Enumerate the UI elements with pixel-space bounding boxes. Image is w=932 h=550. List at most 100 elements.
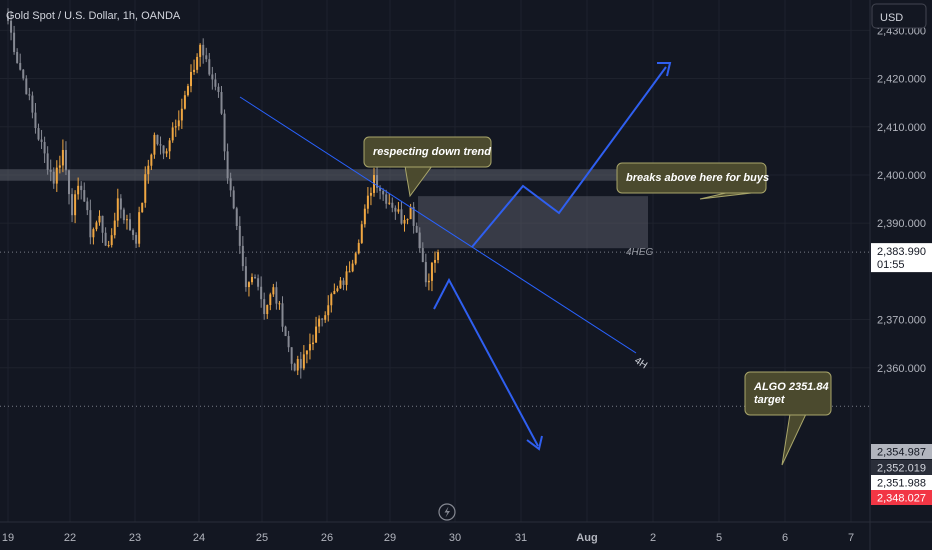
candle-body <box>318 318 321 327</box>
candle-body <box>25 78 28 95</box>
candle-body <box>202 44 205 56</box>
candle-body <box>174 126 177 128</box>
candle-body <box>183 95 186 109</box>
y-tick-label: 2,420.000 <box>877 74 926 86</box>
candle-body <box>296 359 299 371</box>
candle-body <box>138 212 141 244</box>
candle-body <box>360 224 363 243</box>
candle-body <box>196 56 199 70</box>
candle-body <box>31 95 34 113</box>
candle-body <box>125 219 128 221</box>
candle-body <box>379 187 382 191</box>
candle-body <box>437 252 440 261</box>
candle-body <box>58 165 61 168</box>
candle-body <box>156 134 159 145</box>
candle-body <box>110 235 113 246</box>
drawings-layer: DCM4HEG4H <box>0 62 870 451</box>
candle-body <box>217 86 220 92</box>
candle-body <box>74 194 77 216</box>
candle-body <box>430 262 433 281</box>
candle-body <box>101 215 104 233</box>
candle-body <box>299 359 302 369</box>
candle-body <box>366 195 369 209</box>
candle-body <box>226 151 229 179</box>
currency-label: USD <box>880 12 903 24</box>
candle-body <box>235 208 238 227</box>
y-tick-label: 2,360.000 <box>877 363 926 375</box>
candle-body <box>190 71 192 87</box>
x-tick-label: Aug <box>576 532 597 544</box>
candle-body <box>388 202 391 204</box>
candle-body <box>409 206 412 220</box>
candle-body <box>89 210 92 238</box>
candle-body <box>165 151 168 154</box>
supply-zone-upper <box>0 169 648 181</box>
candle-body <box>302 354 305 369</box>
candle-body <box>339 280 342 289</box>
candle-body <box>275 287 278 304</box>
candle-body <box>34 112 37 129</box>
x-tick-label: 30 <box>449 532 461 544</box>
candle-body <box>186 86 189 96</box>
candle-body <box>37 128 40 140</box>
candle-body <box>177 120 180 127</box>
candle-body <box>251 276 253 283</box>
candle-body <box>107 245 110 247</box>
candle-body <box>266 305 269 315</box>
candle-body <box>7 16 9 21</box>
candle-body <box>68 170 70 195</box>
candle-body <box>83 190 86 202</box>
candle-body <box>327 305 330 316</box>
candle-body <box>92 229 95 238</box>
fourheg-label: 4HEG <box>626 247 653 258</box>
candle-body <box>116 198 119 221</box>
price-tag-dark <box>871 460 932 475</box>
candle-body <box>434 260 436 263</box>
candle-body <box>171 127 174 141</box>
candle-body <box>421 248 424 263</box>
candle-body <box>394 207 397 212</box>
candle-body <box>10 20 13 33</box>
candle-body <box>205 55 208 60</box>
price-tags-layer: 2,354.987 2,352.019 2,351.988 2,348.027 2,38… <box>871 243 932 505</box>
x-tick-label: 2 <box>650 532 656 544</box>
x-tick-label: 7 <box>848 532 854 544</box>
candle-body <box>22 69 25 79</box>
callout-downtrend-text: respecting down trend <box>373 146 491 158</box>
candle-body <box>348 271 351 273</box>
callout-target-text-sub: target <box>754 394 786 406</box>
candle-body <box>208 59 211 75</box>
candle-body <box>147 165 150 175</box>
candle-body <box>71 194 74 216</box>
candle-body <box>43 141 46 154</box>
current-price-label: 2,383.990 <box>877 246 926 258</box>
chart-title: Gold Spot / U.S. Dollar, 1h, OANDA <box>6 10 181 22</box>
candle-body <box>290 347 293 364</box>
currency-button[interactable]: USD <box>871 3 927 29</box>
candle-body <box>427 280 430 283</box>
x-tick-label: 5 <box>716 532 722 544</box>
candle-body <box>305 350 308 355</box>
candle-body <box>333 290 336 295</box>
x-tick-label: 24 <box>193 532 205 544</box>
candle-body <box>153 134 156 155</box>
candle-body <box>46 153 49 170</box>
candle-body <box>400 209 403 224</box>
y-tick-label: 2,410.000 <box>877 122 926 134</box>
y-tick-label: 2,390.000 <box>877 218 926 230</box>
candle-body <box>211 74 214 80</box>
candle-body <box>77 185 80 195</box>
lightning-icon[interactable] <box>438 503 456 521</box>
callout-target-text: ALGO 2351.84 <box>753 381 829 393</box>
countdown-label: 01:55 <box>877 259 905 271</box>
bearish-arrowhead <box>526 435 543 451</box>
downtrend-line <box>239 96 637 354</box>
candle-body <box>193 69 196 72</box>
candle-body <box>415 225 418 233</box>
x-tick-label: 25 <box>256 532 268 544</box>
candle-body <box>61 149 64 166</box>
candle-body <box>336 288 339 291</box>
candle-body <box>64 149 67 171</box>
